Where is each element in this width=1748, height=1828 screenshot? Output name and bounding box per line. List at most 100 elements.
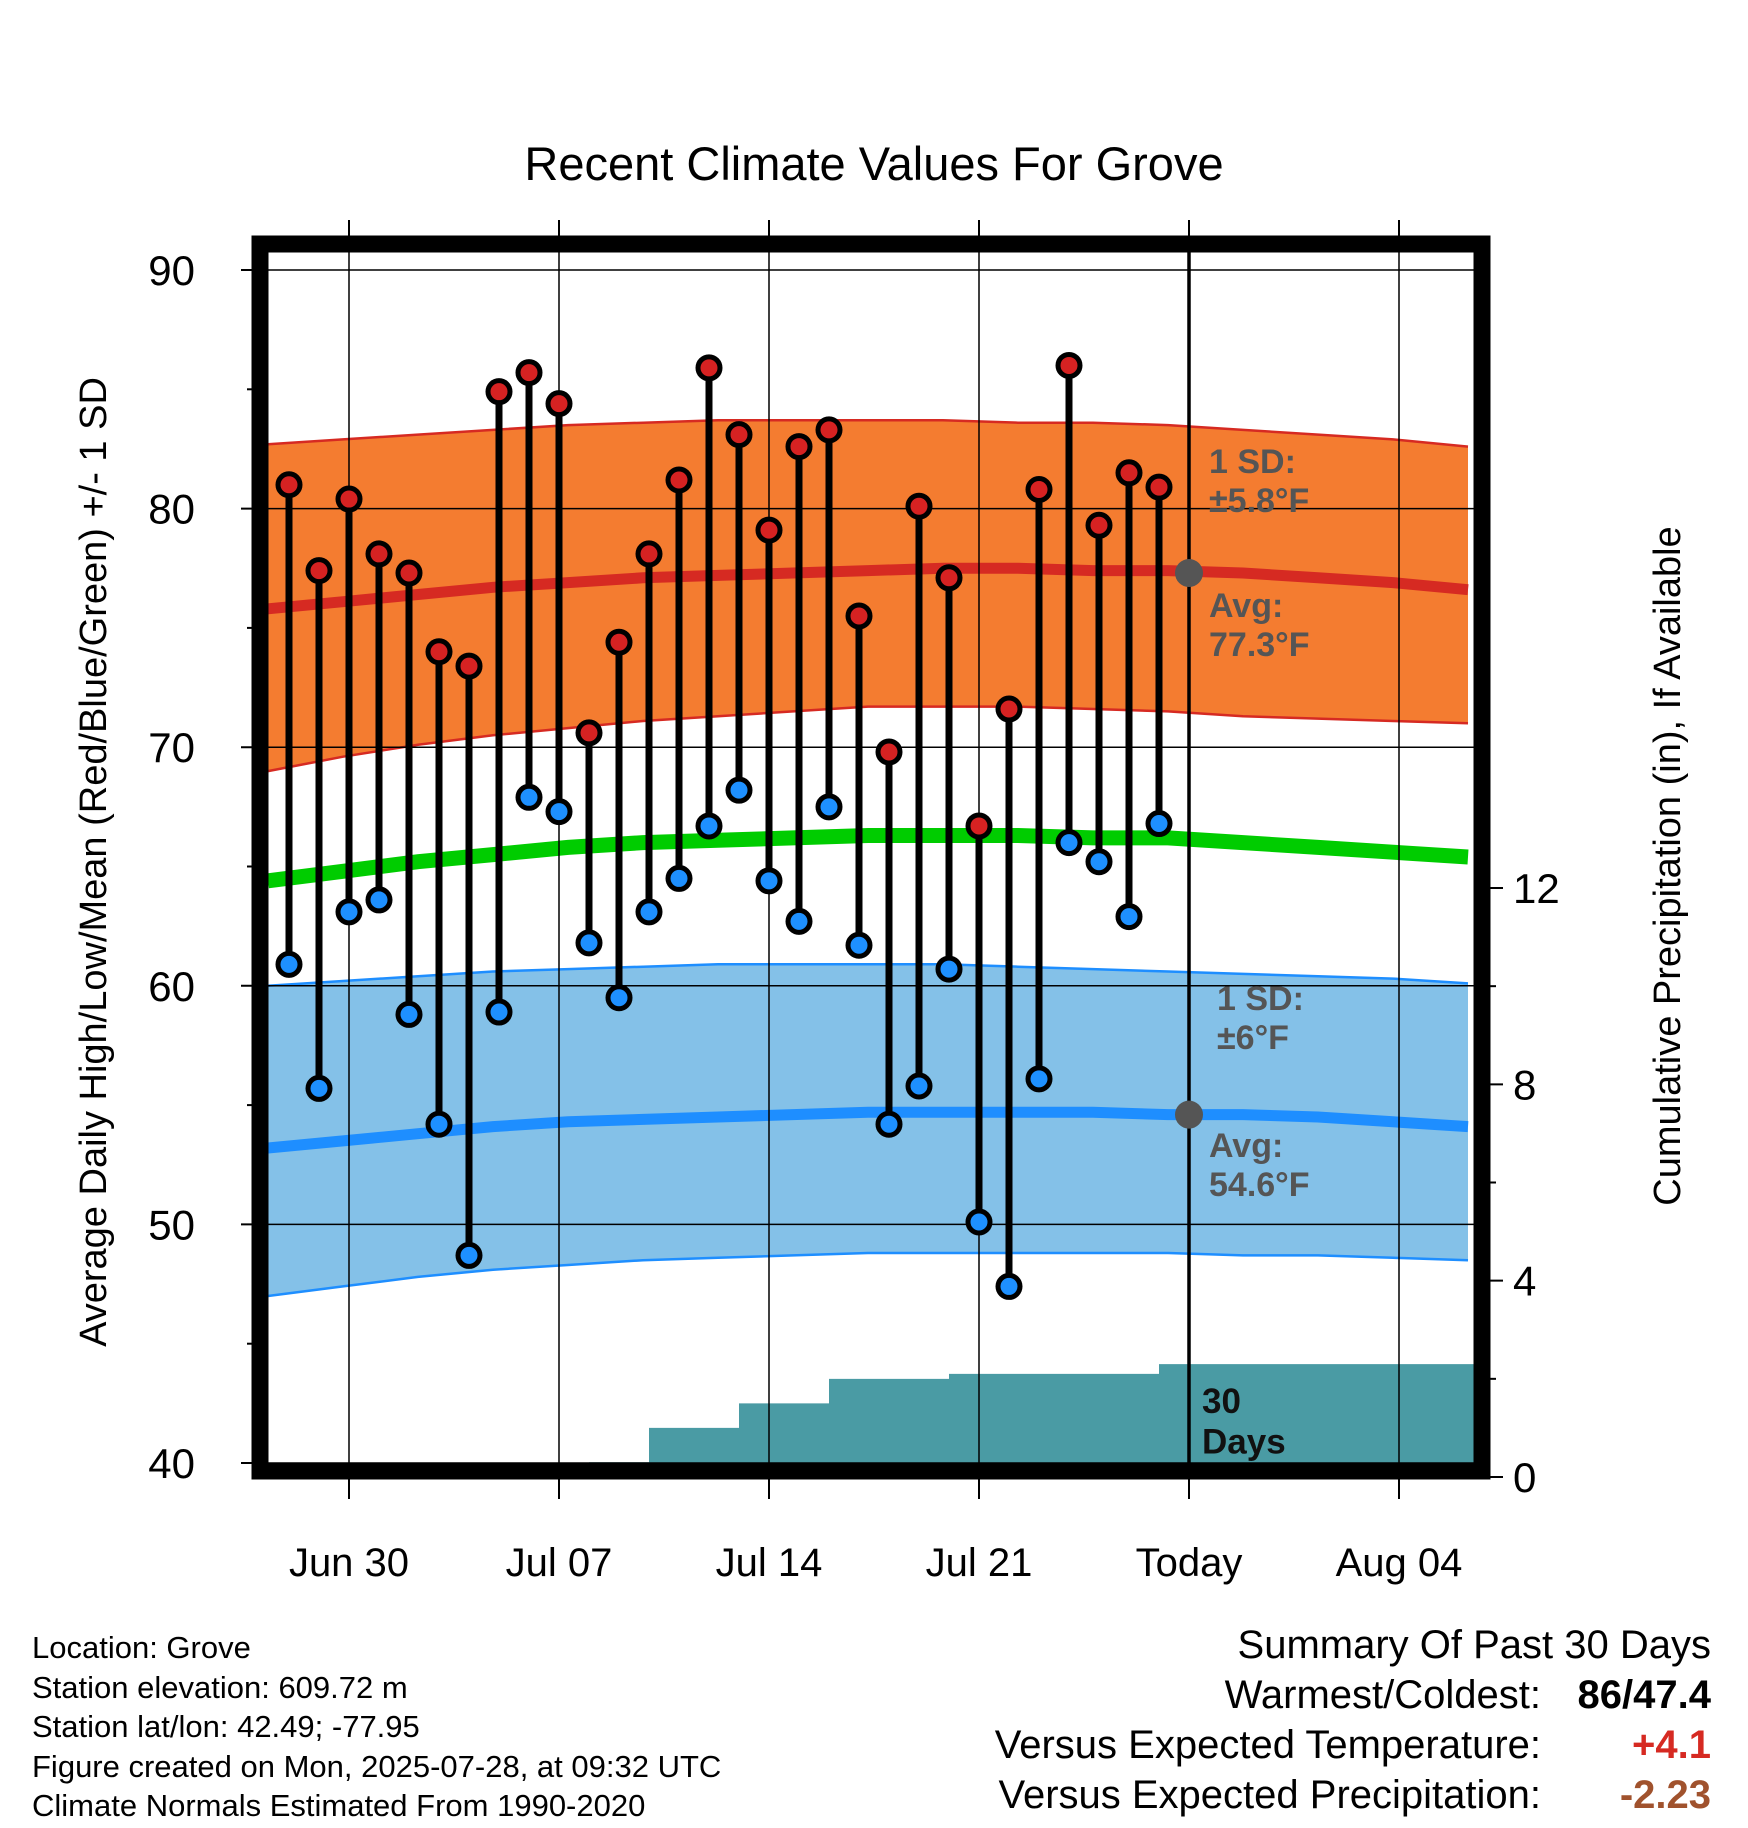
daily-high-point: [305, 557, 333, 585]
daily-low-point: [275, 950, 303, 978]
daily-low-point: [725, 776, 753, 804]
daily-low-point: [365, 886, 393, 914]
y-tick-label: 60: [148, 963, 195, 1010]
daily-low-point: [755, 867, 783, 895]
x-tick-label: Aug 04: [1336, 1541, 1463, 1585]
daily-high-point: [575, 719, 603, 747]
location-line: Location: Grove: [32, 1630, 251, 1665]
warm-cold-row: Warmest/Coldest: 86/47.4: [995, 1670, 1711, 1720]
normals-line: Climate Normals Estimated From 1990-2020: [32, 1788, 646, 1823]
daily-low-point: [1055, 829, 1083, 857]
daily-high-point: [755, 516, 783, 544]
daily-low-point: [575, 929, 603, 957]
y2-tick-label: 4: [1513, 1258, 1536, 1305]
precip-row: Versus Expected Precipitation: -2.23: [995, 1770, 1711, 1820]
y2-tick-label: 8: [1513, 1061, 1536, 1108]
daily-low-point: [515, 783, 543, 811]
y-tick-label: 50: [148, 1201, 195, 1248]
y-tick-label: 70: [148, 724, 195, 771]
daily-high-point: [1055, 351, 1083, 379]
daily-low-point: [665, 864, 693, 892]
daily-low-point: [635, 898, 663, 926]
daily-high-point: [785, 433, 813, 461]
x-tick-label: Jul 07: [506, 1541, 613, 1585]
today-normal-high-marker: [1175, 559, 1203, 588]
x-tick-label: Jun 30: [289, 1541, 409, 1585]
daily-high-point: [395, 559, 423, 587]
precip-area: [589, 1364, 1482, 1471]
summary-title: Summary Of Past 30 Days: [1237, 1623, 1711, 1667]
y-tick-label: 40: [148, 1440, 195, 1487]
y2-tick-label: 12: [1513, 865, 1560, 912]
coldest-value: /47.4: [1622, 1673, 1711, 1717]
y-axis-label: Average Daily High/Low/Mean (Red/Blue/Gr…: [73, 377, 115, 1347]
low-sd-lower-line: [267, 1251, 1469, 1298]
y2-axis-label: Cumulative Precipitation (in), If Availa…: [1647, 526, 1689, 1205]
today-normal-low-marker: [1175, 1100, 1203, 1129]
daily-low-point: [305, 1074, 333, 1102]
daily-high-point: [605, 628, 633, 656]
daily-high-point: [515, 359, 543, 387]
chart-title: Recent Climate Values For Grove: [524, 137, 1223, 190]
low-sd-band: [268, 964, 1468, 1296]
daily-high-point: [1145, 473, 1173, 501]
daily-low-point: [545, 798, 573, 826]
daily-high-point: [905, 492, 933, 520]
daily-low-point: [905, 1072, 933, 1100]
daily-low-point: [695, 812, 723, 840]
y-tick-label: 80: [148, 486, 195, 533]
precip-days-annotation: 30 Days: [1202, 1382, 1286, 1461]
daily-high-point: [635, 540, 663, 568]
daily-high-point: [725, 421, 753, 449]
daily-low-point: [875, 1110, 903, 1138]
daily-low-point: [965, 1208, 993, 1236]
x-tick-label: Today: [1136, 1541, 1243, 1585]
low-sd-annotation: 1 SD: ±6°F: [1217, 980, 1304, 1057]
daily-low-point: [1145, 810, 1173, 838]
daily-high-point: [1025, 476, 1053, 504]
daily-low-point: [605, 984, 633, 1012]
daily-high-point: [1085, 511, 1113, 539]
daily-low-point: [1025, 1065, 1053, 1093]
daily-low-point: [455, 1241, 483, 1269]
warm-cold-label: Warmest/Coldest:: [1224, 1673, 1541, 1717]
daily-low-point: [785, 907, 813, 935]
precip-value: -2.23: [1619, 1773, 1711, 1817]
created-line: Figure created on Mon, 2025-07-28, at 09…: [32, 1748, 722, 1784]
daily-low-point: [995, 1272, 1023, 1300]
daily-high-point: [335, 485, 363, 513]
daily-high-point: [365, 540, 393, 568]
normal-mean-line: [267, 828, 1469, 889]
daily-high-point: [695, 354, 723, 382]
daily-low-point: [815, 793, 843, 821]
latlon-line: Station lat/lon: 42.49; -77.95: [32, 1709, 420, 1744]
normal-high-line: [267, 562, 1469, 615]
daily-high-point: [485, 378, 513, 406]
y-tick-label: 90: [148, 247, 195, 294]
warmest-value: 86: [1577, 1673, 1623, 1717]
elevation-line: Station elevation: 609.72 m: [32, 1669, 408, 1705]
high-sd-upper-line: [267, 419, 1469, 448]
daily-high-point: [545, 390, 573, 418]
daily-high-point: [665, 466, 693, 494]
temp-label: Versus Expected Temperature:: [994, 1723, 1541, 1767]
daily-high-point: [965, 812, 993, 840]
daily-high-point: [845, 602, 873, 630]
daily-low-point: [1085, 848, 1113, 876]
daily-high-point: [815, 416, 843, 444]
temp-value: +4.1: [1632, 1723, 1711, 1767]
temp-row: Versus Expected Temperature: +4.1: [995, 1720, 1711, 1770]
daily-high-point: [935, 564, 963, 592]
high-avg-annotation: Avg: 77.3°F: [1209, 587, 1310, 664]
high-sd-annotation: 1 SD: ±5.8°F: [1209, 443, 1309, 520]
daily-high-point: [455, 652, 483, 680]
climate-chart: 1 SD: ±5.8°F Avg: 77.3°F 1 SD: ±6°F Avg: 54.6°F…: [73, 137, 1689, 1585]
daily-low-point: [425, 1110, 453, 1138]
daily-low-point: [395, 1000, 423, 1028]
daily-high-point: [875, 738, 903, 766]
daily-high-point: [1115, 459, 1143, 487]
plot-frame: [251, 235, 1491, 1480]
y2-tick-label: 0: [1513, 1454, 1536, 1501]
low-avg-annotation: Avg: 54.6°F: [1209, 1127, 1310, 1204]
precip-summary-label: Versus Expected Precipitation:: [998, 1773, 1541, 1817]
